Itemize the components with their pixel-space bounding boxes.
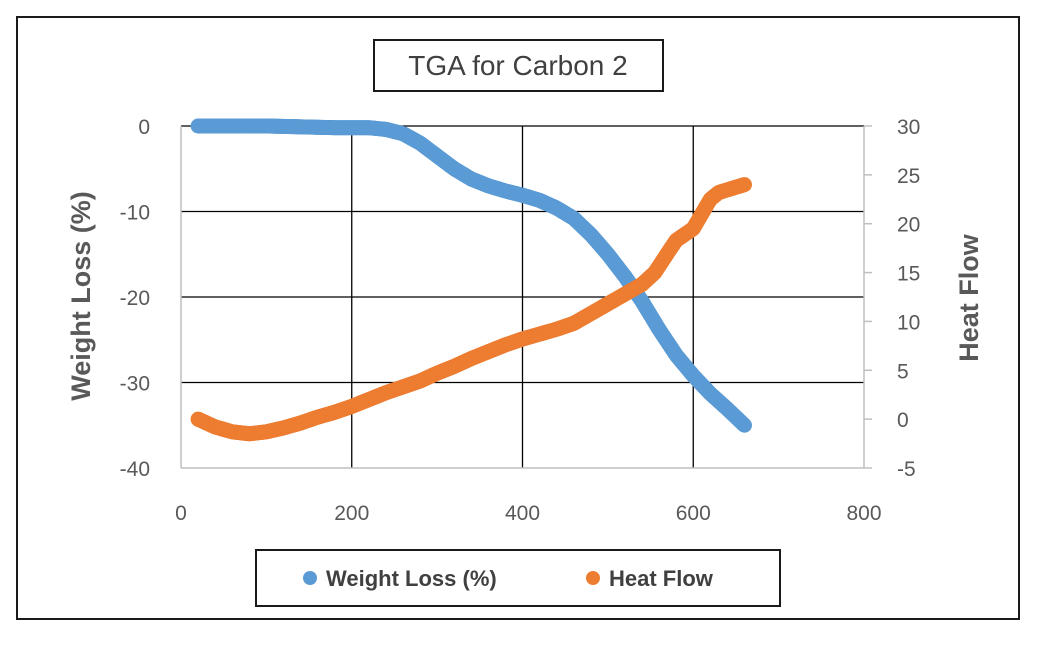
grid — [180, 125, 872, 469]
y-tick-label-left: -40 — [120, 458, 150, 481]
y-tick-label-left: -30 — [120, 373, 150, 396]
series-weight-loss — [190, 118, 752, 433]
x-tick-label: 0 — [175, 502, 187, 525]
y-tick-label-right: 30 — [897, 116, 920, 139]
chart-title-box — [373, 39, 664, 92]
weight-loss-point — [736, 417, 752, 433]
y-tick-label-right: 25 — [897, 165, 920, 188]
legend: Weight Loss (%) Heat Flow — [255, 549, 781, 607]
legend-marker-heat-flow — [586, 571, 600, 585]
series-heat-flow — [190, 177, 752, 442]
chart-title: TGA for Carbon 2 — [408, 50, 627, 81]
y-tick-label-right: 15 — [897, 263, 920, 286]
x-tick-label: 400 — [505, 502, 540, 525]
x-tick-label: 600 — [676, 502, 711, 525]
chart-frame — [16, 16, 1020, 620]
y-axis-title-right: Heat Flow — [954, 233, 984, 362]
y-tick-label-right: -5 — [897, 458, 916, 481]
legend-marker-weight-loss — [303, 571, 317, 585]
x-tick-label: 800 — [846, 502, 881, 525]
y-tick-label-left: 0 — [138, 116, 150, 139]
tick-labels: 0 -10 -20 -30 -40 0 200 400 600 800 30 25 20 15 10 5 0 -5 — [120, 116, 921, 525]
legend-label-weight-loss: Weight Loss (%) — [326, 566, 497, 591]
y-axis-title-left: Weight Loss (%) — [66, 191, 96, 401]
legend-box — [255, 549, 781, 607]
x-tick-label: 200 — [334, 502, 369, 525]
y-tick-label-right: 20 — [897, 214, 920, 237]
y-tick-label-left: -20 — [120, 287, 150, 310]
legend-label-heat-flow: Heat Flow — [609, 566, 714, 591]
y-tick-label-right: 10 — [897, 311, 920, 334]
y-tick-label-right: 0 — [897, 409, 909, 432]
heat-flow-point — [736, 177, 752, 193]
y-tick-label-left: -10 — [120, 202, 150, 225]
y-tick-label-right: 5 — [897, 360, 909, 383]
